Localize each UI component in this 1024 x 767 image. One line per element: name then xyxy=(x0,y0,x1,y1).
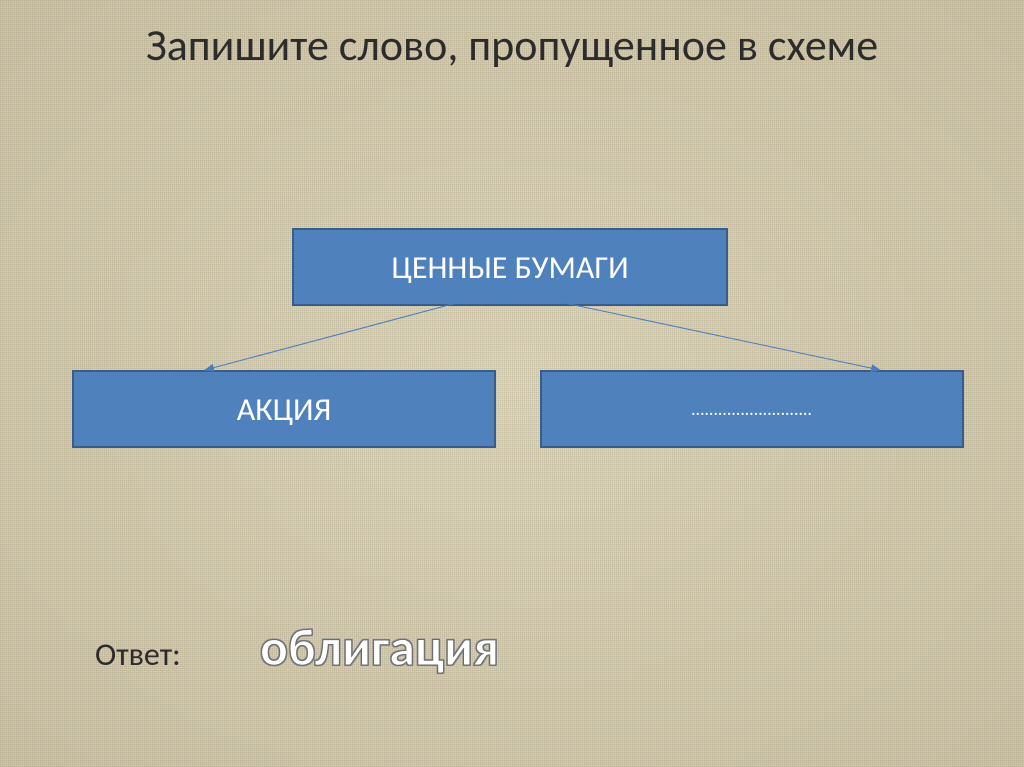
edge-root-right xyxy=(560,302,880,370)
edge-root-left xyxy=(205,302,460,370)
answer-label: Ответ: xyxy=(95,635,181,674)
answer-value: облигация xyxy=(260,615,499,679)
slide: Запишите слово, пропущенное в схеме ЦЕНН… xyxy=(0,0,1024,767)
